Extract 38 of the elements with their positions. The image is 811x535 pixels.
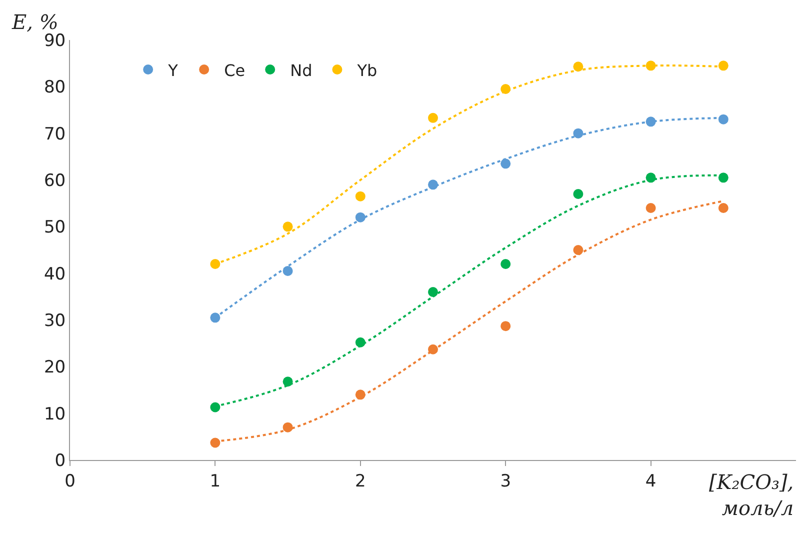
- point: [500, 158, 511, 169]
- legend-label: Ce: [224, 60, 246, 80]
- y-tick-label: 60: [44, 170, 66, 191]
- x-tick-label: 4: [645, 471, 656, 492]
- point: [210, 259, 220, 269]
- point: [428, 112, 438, 123]
- x-tick-label: 1: [210, 471, 221, 492]
- point: [718, 114, 728, 124]
- y-tick-label: 30: [44, 310, 66, 331]
- legend-label: Y: [167, 60, 178, 80]
- x-tick-label: 3: [500, 471, 512, 492]
- x-axis-title: [K₂CO₃], моль/л: [709, 470, 794, 520]
- y-tick-label: 50: [44, 218, 66, 238]
- y-tick-label: 80: [44, 78, 66, 98]
- point: [500, 259, 511, 269]
- point: [210, 402, 220, 412]
- y-tick-label: 40: [44, 264, 66, 284]
- point: [573, 189, 584, 199]
- point: [718, 203, 728, 213]
- y-tick-label: 0: [54, 450, 66, 471]
- point: [355, 191, 366, 202]
- legend-label: Nd: [290, 60, 312, 80]
- y-tick-label: 70: [44, 124, 66, 144]
- point: [718, 60, 728, 71]
- legend-label: Yb: [356, 60, 378, 80]
- point: [282, 266, 293, 276]
- point: [210, 438, 220, 448]
- point: [573, 128, 584, 138]
- point: [646, 203, 656, 213]
- point: [573, 245, 584, 255]
- point: [210, 312, 220, 323]
- point: [428, 287, 438, 297]
- x-tick-label: 2: [354, 471, 366, 492]
- y-tick-label: 20: [44, 358, 66, 378]
- y-tick-label: 10: [44, 404, 66, 424]
- point: [282, 222, 293, 232]
- point: [573, 62, 584, 72]
- point: [500, 321, 511, 332]
